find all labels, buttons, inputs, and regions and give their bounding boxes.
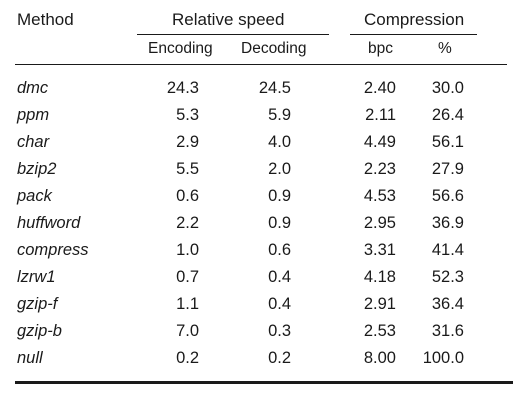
compression-underline xyxy=(350,34,477,35)
encoding-value: 5.5 xyxy=(176,160,199,178)
decoding-value: 0.6 xyxy=(268,241,291,259)
method-name: gzip-b xyxy=(17,322,62,340)
bpc-value: 8.00 xyxy=(363,349,396,367)
bpc-value: 2.95 xyxy=(363,214,396,232)
bpc-value: 2.91 xyxy=(363,295,396,313)
encoding-value: 2.2 xyxy=(176,214,199,232)
decoding-value: 0.9 xyxy=(268,187,291,205)
percent-value: 56.6 xyxy=(431,187,464,205)
encoding-value: 0.7 xyxy=(176,268,199,286)
method-name: ppm xyxy=(17,106,50,124)
method-name: dmc xyxy=(17,79,49,97)
decoding-value: 0.4 xyxy=(268,295,291,313)
bpc-value: 3.31 xyxy=(363,241,396,259)
bottom-rule xyxy=(15,381,513,384)
encoding-value: 0.6 xyxy=(176,187,199,205)
percent-value: 52.3 xyxy=(431,268,464,286)
bpc-value: 2.40 xyxy=(363,79,396,97)
percent-value: 26.4 xyxy=(431,106,464,124)
header-percent: % xyxy=(438,40,452,57)
bpc-value: 4.53 xyxy=(363,187,396,205)
bpc-value: 4.18 xyxy=(363,268,396,286)
encoding-value: 1.0 xyxy=(176,241,199,259)
header-compression: Compression xyxy=(364,10,465,29)
encoding-value: 0.2 xyxy=(176,349,199,367)
bpc-value: 4.49 xyxy=(363,133,396,151)
method-name: null xyxy=(17,349,43,367)
decoding-value: 0.9 xyxy=(268,214,291,232)
header-rule xyxy=(15,64,507,65)
bpc-value: 2.23 xyxy=(363,160,396,178)
percent-value: 56.1 xyxy=(431,133,464,151)
decoding-value: 24.5 xyxy=(258,79,291,97)
decoding-value: 2.0 xyxy=(268,160,291,178)
method-name: compress xyxy=(17,241,89,259)
percent-value: 27.9 xyxy=(431,160,464,178)
decoding-value: 0.4 xyxy=(268,268,291,286)
decoding-value: 0.3 xyxy=(268,322,291,340)
percent-value: 31.6 xyxy=(431,322,464,340)
header-method: Method xyxy=(17,10,74,29)
header-encoding: Encoding xyxy=(148,40,213,57)
header-decoding: Decoding xyxy=(241,40,307,57)
method-name: char xyxy=(17,133,50,151)
method-name: lzrw1 xyxy=(17,268,56,286)
method-name: huffword xyxy=(17,214,81,232)
method-name: pack xyxy=(17,187,52,205)
header-bpc: bpc xyxy=(368,40,393,57)
percent-value: 36.4 xyxy=(431,295,464,313)
decoding-value: 5.9 xyxy=(268,106,291,124)
bpc-value: 2.11 xyxy=(365,106,396,124)
relative-speed-underline xyxy=(137,34,329,35)
method-name: bzip2 xyxy=(17,160,57,178)
decoding-value: 4.0 xyxy=(268,133,291,151)
bpc-value: 2.53 xyxy=(363,322,396,340)
encoding-value: 24.3 xyxy=(166,79,199,97)
percent-value: 30.0 xyxy=(431,79,464,97)
encoding-value: 5.3 xyxy=(176,106,199,124)
percent-value: 36.9 xyxy=(431,214,464,232)
header-relative-speed: Relative speed xyxy=(172,10,285,29)
encoding-value: 1.1 xyxy=(176,295,199,313)
encoding-value: 7.0 xyxy=(176,322,199,340)
percent-value: 100.0 xyxy=(422,349,464,367)
decoding-value: 0.2 xyxy=(268,349,291,367)
percent-value: 41.4 xyxy=(431,241,464,259)
method-name: gzip-f xyxy=(17,295,58,313)
encoding-value: 2.9 xyxy=(176,133,199,151)
